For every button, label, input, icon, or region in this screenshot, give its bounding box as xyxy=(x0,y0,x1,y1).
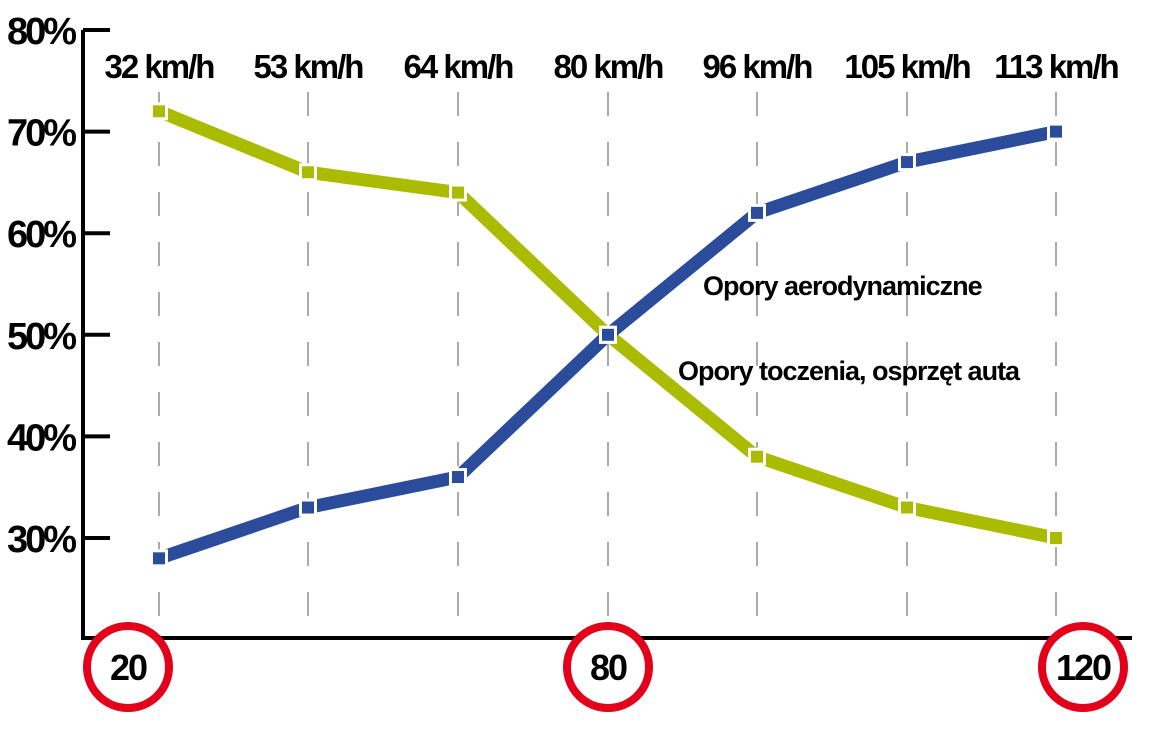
data-point-marker xyxy=(751,450,763,463)
y-ticks: 80% 70% 60% 50% 40% 30% xyxy=(7,11,110,561)
series-line xyxy=(156,105,1058,545)
annotation-rolling: Opory toczenia, osprzęt auta xyxy=(678,356,1021,386)
annotation-aerodynamic: Opory aerodynamiczne xyxy=(703,271,983,301)
data-point-marker xyxy=(1050,532,1062,544)
series-lines xyxy=(150,102,1065,568)
y-tick-label: 80% xyxy=(7,11,76,53)
y-tick-label: 70% xyxy=(7,113,76,155)
speed-limit-sign-icon xyxy=(83,622,173,712)
speed-limit-value: 120 xyxy=(1056,647,1111,688)
y-tick-label: 50% xyxy=(7,316,76,358)
data-point-marker xyxy=(1050,125,1062,138)
speed-limit-sign-icon xyxy=(563,622,653,712)
data-point-marker xyxy=(153,105,165,118)
y-tick-label: 40% xyxy=(7,417,76,459)
data-point-marker xyxy=(153,552,165,565)
speed-limit-value: 80 xyxy=(590,647,627,688)
y-tick-label: 30% xyxy=(7,519,76,561)
x-category-label: 32 km/h xyxy=(105,48,215,85)
data-point-marker xyxy=(452,186,464,199)
data-point-marker xyxy=(901,501,913,514)
x-category-label: 80 km/h xyxy=(554,48,664,85)
x-category-labels: 32 km/h 53 km/h 64 km/h 80 km/h 96 km/h 105 k… xyxy=(105,48,1121,85)
data-point-marker xyxy=(901,156,913,169)
speed-limit-sign-icon xyxy=(1038,622,1128,712)
y-tick-label: 60% xyxy=(7,214,76,256)
x-category-label: 113 km/h xyxy=(994,48,1118,85)
speed-limit-value: 20 xyxy=(110,647,147,688)
x-category-label: 64 km/h xyxy=(404,48,514,85)
data-point-marker xyxy=(452,471,464,484)
x-category-label: 105 km/h xyxy=(844,48,970,85)
data-point-marker xyxy=(302,501,314,514)
x-category-label: 53 km/h xyxy=(254,48,364,85)
data-point-marker xyxy=(602,328,614,341)
data-point-marker xyxy=(751,206,763,219)
speed-limit-signs: 20 80 120 xyxy=(83,622,1128,712)
x-category-label: 96 km/h xyxy=(703,48,813,85)
data-point-marker xyxy=(302,166,314,179)
